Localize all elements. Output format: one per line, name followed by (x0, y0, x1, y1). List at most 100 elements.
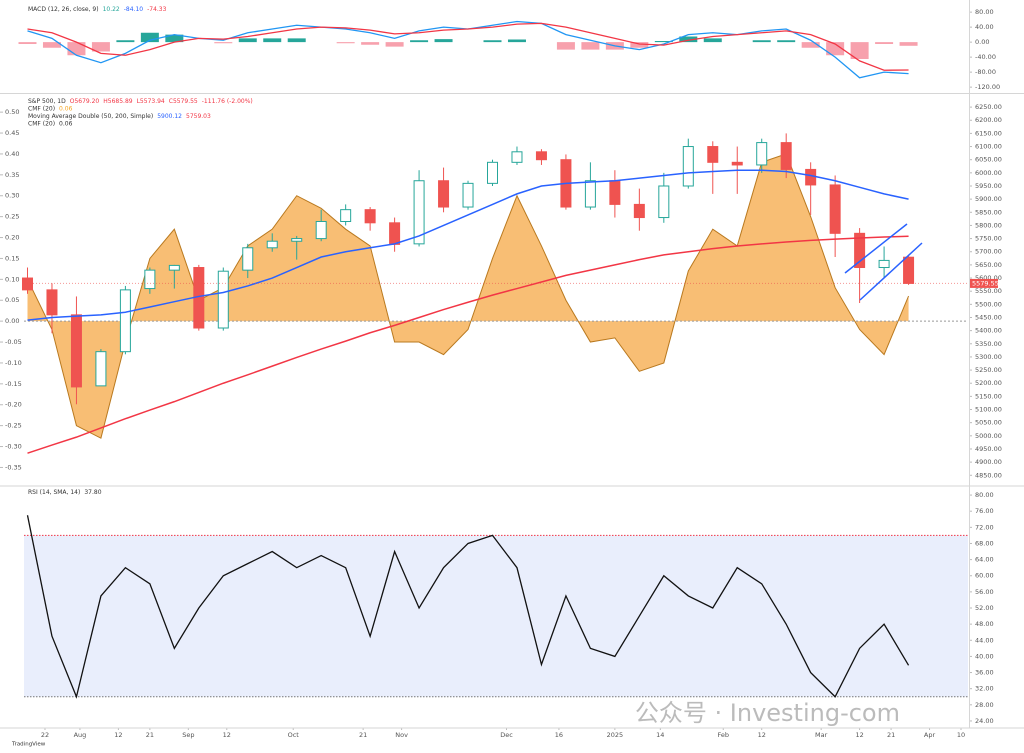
x-tick-label: Nov (395, 731, 408, 739)
moving-average (27, 169, 909, 321)
histogram-bar (42, 42, 61, 48)
candle-body (46, 289, 58, 316)
y2-tick-label: -0.10 (5, 359, 22, 367)
y-tick-label: 5950.00 (975, 182, 1002, 190)
candle-body (805, 168, 817, 186)
y-tick-label: 6000.00 (975, 169, 1002, 177)
histogram-bar (752, 40, 771, 43)
y2-tick-label: -0.25 (5, 422, 22, 430)
candle-body (854, 232, 866, 269)
histogram-bar (18, 42, 37, 44)
y-tick-label: 6200.00 (975, 116, 1002, 124)
histogram-bar (263, 38, 282, 43)
x-tick-label: 16 (555, 731, 563, 739)
price-tag: 5579.55 (972, 279, 999, 287)
y2-tick-label: 0.50 (5, 108, 19, 116)
x-tick-label: 12 (758, 731, 766, 739)
legend-item: -111.76 (-2.00%) (202, 98, 253, 105)
x-tick-label: 12 (223, 731, 231, 739)
legend-item: MACD (12, 26, close, 9) (28, 6, 99, 13)
x-tick-label: Feb (718, 731, 730, 739)
histogram-bar (483, 40, 502, 43)
histogram-bar (287, 38, 306, 43)
histogram-bar (630, 42, 649, 48)
y2-tick-label: -0.15 (5, 380, 22, 388)
candle-body (731, 161, 743, 166)
y-tick-label: 6100.00 (975, 143, 1002, 151)
y-tick-label: -120.00 (975, 83, 1000, 91)
candle-body (609, 180, 621, 205)
histogram-bar (850, 42, 869, 59)
y-tick-label: 80.00 (975, 491, 994, 499)
trend-line (859, 242, 923, 301)
legend-item: 5759.03 (186, 113, 211, 120)
histogram-bar (777, 40, 796, 43)
candle-body (413, 180, 425, 245)
moving-average (27, 235, 909, 454)
y2-tick-label: 0.05 (5, 296, 19, 304)
legend-item: H5685.89 (103, 98, 133, 105)
candle-body (535, 151, 547, 161)
histogram-bar (556, 42, 575, 50)
candle-body (682, 146, 694, 187)
legend: CMF (20) 0.06 (28, 120, 73, 127)
legend-item: 0.06 (59, 120, 73, 127)
candle-body (168, 264, 180, 271)
x-tick-label: Aug (74, 731, 87, 739)
y2-tick-label: -0.30 (5, 443, 22, 451)
x-tick-label: 12 (114, 731, 122, 739)
legend: MACD (12, 26, close, 9) 10.22 -84.10 -74.33 (28, 6, 167, 13)
candle-body (658, 185, 670, 219)
y-tick-label: 4850.00 (975, 471, 1002, 479)
legend-item: S&P 500, 1D (28, 98, 66, 105)
y-tick-label: 72.00 (975, 523, 994, 531)
legend-item: 37.80 (84, 489, 101, 496)
histogram-bar (507, 39, 526, 43)
y2-tick-label: 0.45 (5, 129, 19, 137)
y-tick-label: 5750.00 (975, 235, 1002, 243)
histogram-bar (336, 42, 355, 44)
y-tick-label: 28.00 (975, 701, 994, 709)
y-tick-label: 0.00 (975, 38, 989, 46)
x-tick-label: 21 (887, 731, 895, 739)
legend: S&P 500, 1D O5679.20 H5685.89 L5573.94 C5579… (28, 98, 253, 105)
legend: CMF (20) 0.06 (28, 105, 73, 112)
y-tick-label: 60.00 (975, 572, 994, 580)
x-tick-label: 10 (957, 731, 965, 739)
candle-body (389, 222, 401, 245)
histogram-bar (165, 34, 184, 43)
y-tick-label: 6150.00 (975, 129, 1002, 137)
candle-body (756, 142, 768, 166)
histogram-bar (410, 40, 429, 43)
candle-body (315, 220, 327, 240)
y-tick-label: 5850.00 (975, 208, 1002, 216)
legend-item: Moving Average Double (50, 200, Simple) (28, 113, 153, 120)
layers: 80.00 40.00 0.00 -40.00 -80.00 -120.00 MACD (1… (0, 6, 1002, 739)
candle-body (487, 161, 499, 184)
x-tick-label: Oct (288, 731, 300, 739)
candle-body (903, 256, 915, 284)
legend-item: L5573.94 (137, 98, 165, 105)
histogram-bar (238, 38, 257, 43)
candle-body (95, 351, 107, 387)
histogram-bar (91, 42, 110, 52)
y-tick-label: 4950.00 (975, 445, 1002, 453)
y-tick-label: 6250.00 (975, 103, 1002, 111)
y-tick-label: 5150.00 (975, 392, 1002, 400)
cmf-area (27, 153, 909, 439)
y-tick-label: 5250.00 (975, 366, 1002, 374)
y-tick-label: 36.00 (975, 669, 994, 677)
y-tick-label: 32.00 (975, 685, 994, 693)
legend-item: RSI (14, SMA, 14) (28, 489, 80, 496)
candle-body (633, 203, 645, 219)
histogram-bar (67, 42, 86, 56)
y-tick-label: 5500.00 (975, 300, 1002, 308)
y-tick-label: 68.00 (975, 539, 994, 547)
y2-tick-label: 0.15 (5, 254, 19, 262)
candle-body (217, 270, 229, 329)
histogram-bar (361, 42, 380, 45)
candle-body (878, 259, 890, 269)
legend-item: CMF (20) (28, 120, 55, 127)
y-tick-label: 5450.00 (975, 313, 1002, 321)
